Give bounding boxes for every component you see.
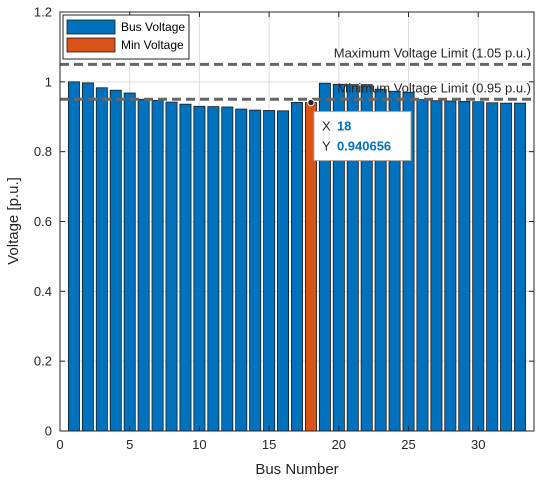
reference-lines: Maximum Voltage Limit (1.05 p.u.) Minimum…: [60, 45, 534, 101]
bus-voltage-bar-30[interactable]: [472, 101, 485, 432]
bus-voltage-bar-4[interactable]: [109, 89, 122, 432]
x-tick-label-0: 0: [56, 437, 63, 452]
y-tick-label-0: 0: [45, 424, 52, 439]
bus-voltage-bar-17[interactable]: [291, 102, 303, 432]
bus-voltage-bar-12[interactable]: [221, 106, 234, 432]
datatip-marker[interactable]: [307, 98, 315, 107]
y-tick-label-2: 0.4: [34, 284, 52, 299]
y-tick-label-4: 0.8: [34, 144, 52, 159]
legend-label-0: Bus Voltage: [121, 20, 185, 34]
bus-voltage-bar-1[interactable]: [67, 81, 80, 432]
bus-voltage-bar-9[interactable]: [179, 103, 192, 432]
legend-label-1: Min Voltage: [121, 38, 184, 52]
datatip[interactable]: X 18 Y 0.940656: [307, 98, 412, 162]
bus-voltage-bar-15[interactable]: [263, 110, 276, 432]
y-axis-label: Voltage [p.u.]: [5, 177, 22, 265]
bus-voltage-bar-8[interactable]: [165, 101, 178, 432]
datatip-box: [313, 111, 412, 162]
x-tick-label-1: 5: [126, 437, 133, 452]
legend-swatch-0: [66, 19, 116, 35]
bus-voltage-bar-11[interactable]: [207, 106, 220, 432]
x-tick-label-2: 10: [192, 437, 206, 452]
bars: [67, 81, 527, 432]
bus-voltage-bar-31[interactable]: [486, 102, 499, 432]
bus-voltage-bar-26[interactable]: [416, 99, 429, 432]
limit-label-1: Minimum Voltage Limit (0.95 p.u.): [337, 80, 531, 95]
x-tick-label-5: 25: [401, 437, 415, 452]
datatip-label-0: X: [322, 119, 331, 134]
bus-voltage-bar-27[interactable]: [430, 100, 443, 432]
y-tick-label-3: 0.6: [34, 214, 52, 229]
bus-voltage-bar-14[interactable]: [249, 109, 262, 432]
y-tick-label-6: 1.2: [34, 5, 52, 20]
bus-voltage-bar-2[interactable]: [81, 82, 94, 432]
bus-voltage-bar-28[interactable]: [444, 100, 457, 432]
bus-voltage-bar-29[interactable]: [458, 100, 471, 432]
bus-voltage-bar-3[interactable]: [95, 87, 108, 432]
limit-label-0: Maximum Voltage Limit (1.05 p.u.): [334, 45, 531, 60]
bus-voltage-bar-10[interactable]: [193, 105, 206, 432]
datatip-value-0: 18: [337, 119, 351, 134]
y-tick-label-5: 1: [45, 74, 52, 89]
bus-voltage-bar-32[interactable]: [500, 102, 513, 432]
datatip-label-1: Y: [322, 139, 331, 154]
x-tick-label-3: 15: [262, 437, 276, 452]
bus-voltage-bar-7[interactable]: [151, 99, 164, 432]
y-tick-label-1: 0.2: [34, 354, 52, 369]
x-axis-label: Bus Number: [255, 461, 338, 478]
bus-voltage-bar-13[interactable]: [235, 108, 248, 432]
bus-voltage-bar-6[interactable]: [137, 98, 150, 432]
x-tick-label-6: 30: [471, 437, 485, 452]
datatip-value-1: 0.940656: [337, 139, 391, 154]
bus-voltage-bar-5[interactable]: [123, 92, 136, 432]
ticks: 0 5 10 15 20 25 30 0 0.2 0.4 0.6 0.8 1 1.2: [34, 5, 534, 452]
legend: Bus Voltage Min Voltage: [62, 14, 190, 60]
bus-voltage-bar-16[interactable]: [277, 110, 290, 432]
bus-voltage-bar-33[interactable]: [514, 102, 527, 432]
legend-swatch-1: [66, 37, 116, 53]
x-tick-label-4: 20: [332, 437, 346, 452]
